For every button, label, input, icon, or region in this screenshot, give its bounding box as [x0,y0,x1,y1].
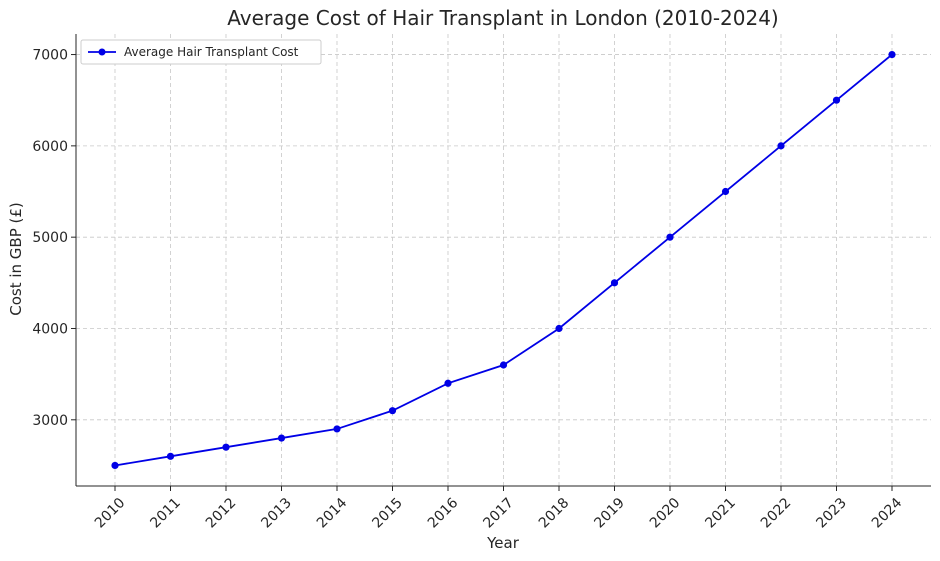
y-tick-label: 7000 [32,48,68,64]
data-point [888,50,896,59]
x-tick-label: 2022 [758,495,795,532]
x-tick-label: 2024 [869,495,906,532]
data-point [111,461,119,470]
x-tick-label: 2010 [92,495,129,532]
x-tick-label: 2011 [147,495,184,532]
grid [76,34,931,486]
y-tick-label: 6000 [32,139,68,155]
y-tick-label: 3000 [32,413,68,429]
data-point [610,279,619,287]
data-point [166,452,175,460]
x-tick-label: 2018 [536,495,573,532]
chart-title: Average Cost of Hair Transplant in Londo… [227,6,778,30]
legend-box [80,39,322,65]
data-point [222,443,230,451]
data-point [277,434,286,442]
legend-entry-label: Average Hair Transplant Cost [124,45,299,59]
data-point [555,324,563,333]
data-point [388,407,397,415]
x-tick-label: 2012 [203,495,240,532]
y-tick-label: 4000 [32,321,68,337]
x-tick-label: 2017 [480,495,517,532]
data-point [666,233,674,241]
x-axis-ticks: 2010 2011 2012 2013 2014 2015 2016 2017 2018 2019… [92,486,906,532]
x-axis-label: Year [486,534,520,552]
y-tick-label: 5000 [32,230,68,246]
data-point [444,379,452,387]
data-point [777,142,785,150]
series [111,50,896,470]
x-tick-label: 2013 [258,495,295,532]
legend: Average Hair Transplant Cost [80,39,322,65]
data-point [499,361,508,369]
x-tick-label: 2016 [425,495,462,532]
x-tick-label: 2020 [647,495,684,532]
data-point [721,187,730,196]
data-point [832,96,841,104]
x-tick-label: 2019 [591,495,628,532]
data-point [333,425,341,433]
x-tick-label: 2015 [369,495,406,532]
x-tick-label: 2021 [702,495,739,532]
x-tick-label: 2023 [813,495,850,532]
y-axis-label: Cost in GBP (£) [7,202,25,316]
x-tick-label: 2014 [314,495,351,532]
y-axis-ticks: 3000 4000 5000 6000 7000 [32,48,76,429]
legend-marker-swatch [98,48,106,56]
